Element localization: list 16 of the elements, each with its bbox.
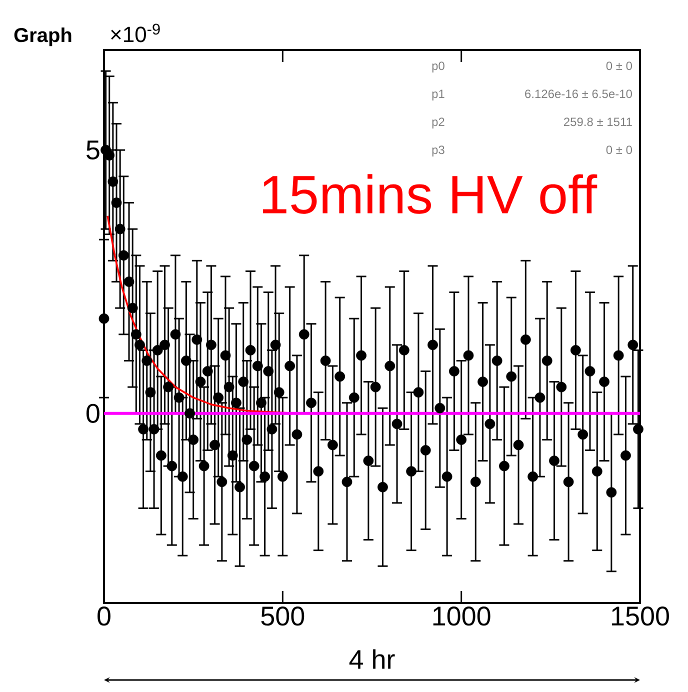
y-tick-label: 5 [86,140,100,160]
annotation: 15mins HV off [263,174,598,214]
annotation: 259.8 ± 1511 [564,118,632,126]
annotation: 0 ± 0 [606,62,632,70]
annotation: 6.126e-16 ± 6.5e-10 [525,90,632,98]
chart-title: Graph [14,28,72,46]
annotation: p0 [432,62,444,72]
annotation: p1 [432,90,444,100]
text: 4 hr [349,649,395,669]
x-tick-label: 1000 [433,606,490,626]
annotation: p2 [432,118,444,128]
x-tick-label: 500 [261,606,304,626]
text: ×10$^{-9}$ [111,24,160,42]
x-tick-label: 1500 [612,606,669,626]
annotation: 0 ± 0 [606,146,632,154]
annotation: p3 [432,146,444,156]
